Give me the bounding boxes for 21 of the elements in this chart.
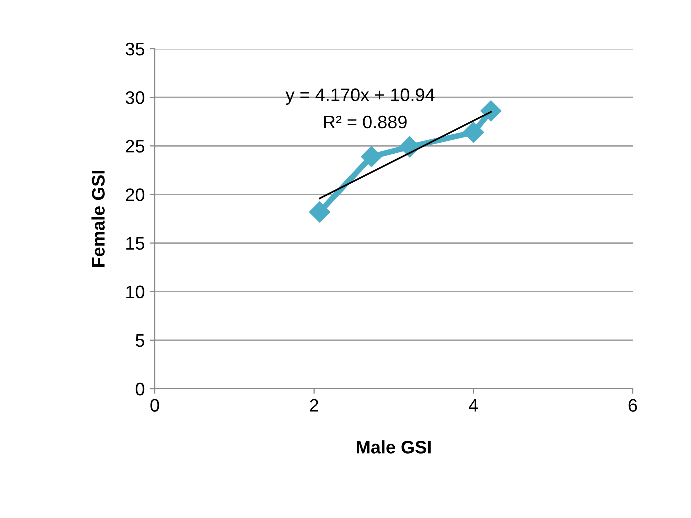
x-tick-label: 4 bbox=[469, 399, 478, 412]
x-axis-title: Male GSI bbox=[357, 440, 431, 454]
y-tick-label: 15 bbox=[126, 237, 145, 250]
y-tick-label: 5 bbox=[136, 334, 145, 348]
point bbox=[480, 100, 502, 122]
point bbox=[309, 202, 330, 223]
y-tick-label: 0 bbox=[136, 382, 145, 396]
x-tick-label: 2 bbox=[310, 399, 318, 412]
x-tick-label: 0 bbox=[150, 399, 160, 412]
y-tick-label: 25 bbox=[126, 140, 145, 153]
y-axis-title: Female GSI bbox=[92, 171, 105, 267]
annotation: y = 4.170x + 10.94 bbox=[286, 88, 435, 106]
point bbox=[463, 122, 484, 144]
annotation: R² = 0.889 bbox=[324, 116, 407, 129]
x-tick-label: 6 bbox=[628, 399, 638, 412]
y-tick-label: 30 bbox=[126, 92, 145, 104]
y-tick-label: 35 bbox=[126, 42, 145, 56]
point bbox=[399, 136, 420, 158]
point bbox=[361, 146, 382, 168]
y-tick-label: 20 bbox=[126, 188, 145, 202]
y-tick-label: 10 bbox=[126, 286, 145, 299]
